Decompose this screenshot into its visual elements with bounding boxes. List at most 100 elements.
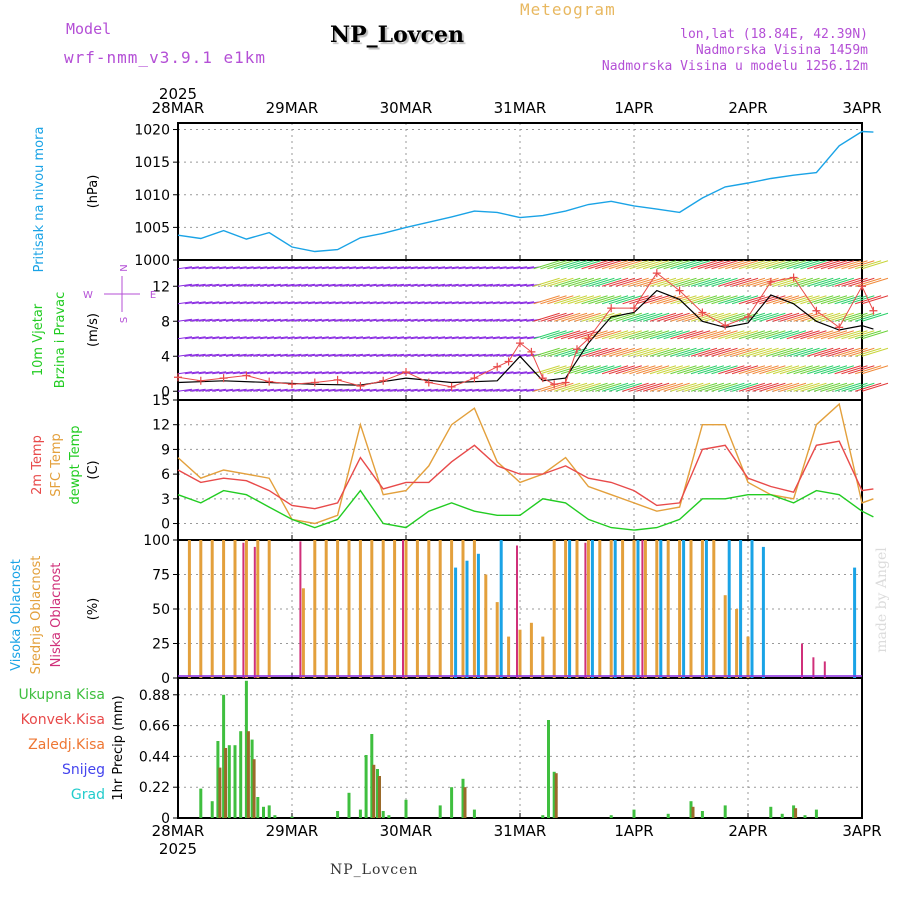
wind-barb: [841, 382, 868, 392]
wind-barb: [307, 266, 323, 270]
wind-barb: [403, 301, 418, 305]
mid-cloud-bar: [564, 540, 568, 678]
wind-barb: [690, 330, 718, 340]
wind-barb: [861, 347, 889, 357]
wind-barb: [622, 260, 649, 270]
mid-cloud-bar: [586, 540, 590, 678]
wind-barb: [246, 336, 261, 340]
wind-barb: [287, 388, 302, 392]
high-cloud-bar: [727, 540, 731, 678]
wind-barb: [629, 382, 656, 392]
wind-barb: [861, 295, 889, 305]
wind-barb: [328, 283, 343, 287]
year-top: 2025: [159, 85, 197, 103]
wind-speed-point: [424, 378, 433, 387]
wind-barb: [239, 353, 254, 357]
wind-barb: [492, 318, 507, 322]
x-tick-label-bottom: 3APR: [842, 822, 881, 840]
wind-barb: [212, 318, 227, 322]
wind-barb: [704, 277, 731, 287]
wind-barb: [307, 283, 323, 287]
wind-barb: [362, 283, 377, 287]
precip-total-bar: [347, 792, 351, 818]
wind-speed-point: [835, 323, 844, 332]
wind-barb: [218, 266, 234, 270]
wind-barb: [198, 388, 213, 392]
panel-frame-wind: [177, 259, 863, 401]
mid-cloud-bar: [723, 595, 727, 678]
wind-barb: [533, 260, 560, 270]
wind-barb: [472, 336, 487, 340]
wind-barb: [362, 388, 377, 392]
wind-barb: [184, 353, 199, 357]
credit: made by Angel: [874, 547, 890, 653]
wind-barb: [458, 266, 473, 270]
wind-barb: [294, 301, 309, 305]
wind-barb: [260, 318, 275, 322]
wind-barb: [855, 347, 882, 357]
wind-speed-point: [516, 339, 524, 348]
wind-barb: [191, 353, 206, 357]
wind-barb: [260, 371, 275, 375]
wind-barb: [492, 353, 507, 357]
wind-barb: [431, 388, 446, 392]
precip-total-bar: [290, 816, 294, 818]
wind-barb: [567, 347, 595, 357]
wind-barb: [424, 301, 439, 305]
wind-barb: [813, 347, 841, 357]
wind-barb: [205, 336, 220, 340]
wind-barb: [294, 371, 309, 375]
mid-cloud-bar: [233, 540, 237, 678]
y-tick-label: 12: [152, 418, 170, 434]
wind-barb: [533, 330, 560, 340]
wind-barb: [656, 295, 683, 305]
wind-barb: [465, 318, 480, 322]
wind-barb: [424, 388, 439, 392]
wind-barb: [608, 312, 636, 322]
precip-total-bar: [267, 805, 271, 818]
wind-barb: [861, 277, 889, 287]
wind-barb: [403, 353, 418, 357]
wind-barb: [307, 336, 323, 340]
wind-barb: [266, 371, 281, 375]
wind-barb: [772, 260, 800, 270]
high-cloud-bar: [590, 540, 594, 678]
wind-barb: [437, 371, 452, 375]
wind-barb: [212, 371, 227, 375]
wind-barb: [424, 318, 439, 322]
wind-barb: [321, 353, 336, 357]
wind-barb: [506, 318, 521, 322]
wind-barb: [752, 382, 779, 392]
mid-cloud-bar: [746, 636, 750, 678]
wind-barb: [690, 347, 718, 357]
wind-barb: [499, 388, 514, 392]
wind-barb: [759, 382, 786, 392]
wind-barb: [328, 318, 343, 322]
y-tick-label: 0.22: [139, 780, 170, 796]
wind-barb: [745, 277, 772, 287]
wind-barb: [383, 388, 398, 392]
wind-barb: [725, 277, 752, 287]
coordinates: lon,lat (18.84E, 42.39N): [680, 27, 868, 42]
mid-cloud-bar: [347, 540, 351, 678]
wind-barb: [314, 371, 329, 375]
wind-barb: [827, 277, 854, 287]
wind-barb: [410, 318, 425, 322]
wind-barb: [813, 382, 841, 392]
wind-barb: [355, 318, 370, 322]
precip-conv-bar: [554, 773, 558, 818]
wind-barb: [629, 312, 656, 322]
wind-barb: [766, 382, 793, 392]
unit-label-temperature: (C): [86, 460, 101, 479]
wind-barb: [246, 388, 261, 392]
wind-barb: [342, 283, 357, 287]
wind-barb: [690, 295, 718, 305]
wind-barb: [403, 388, 418, 392]
low-cloud-bar: [253, 546, 256, 678]
mid-cloud-bar: [507, 636, 511, 678]
wind-barb: [239, 266, 254, 270]
wind-barb: [595, 312, 622, 322]
wind-barb: [513, 301, 528, 305]
wind-barb: [704, 260, 731, 270]
